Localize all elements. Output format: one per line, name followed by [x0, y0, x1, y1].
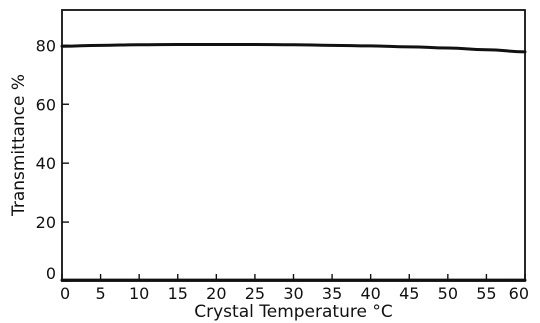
x-tick-label: 45: [399, 284, 419, 303]
x-tick-label: 25: [245, 284, 265, 303]
x-tick-label: 20: [206, 284, 226, 303]
x-tick-label: 35: [322, 284, 342, 303]
y-tick-label: 80: [36, 36, 56, 55]
series-layer: [60, 42, 527, 282]
x-tick-label: 15: [168, 284, 188, 303]
x-tick-label: 55: [476, 284, 496, 303]
x-axis-ticks: 0 5 10 15 20 25 30 35 40 45 50 55 60: [60, 274, 529, 303]
x-tick-label: 50: [438, 284, 458, 303]
y-tick-label: 0: [46, 264, 56, 283]
y-tick-label: 60: [36, 95, 56, 114]
x-tick-label: 30: [283, 284, 303, 303]
y-axis-ticks: 0 20 40 60 80: [36, 36, 69, 283]
transmittance-line: [60, 42, 527, 54]
x-tick-label: 40: [360, 284, 380, 303]
y-tick-label: 20: [36, 213, 56, 232]
plot-frame: [61, 9, 526, 282]
y-tick-label: 40: [36, 154, 56, 173]
y-axis-label: Transmittance %: [9, 74, 29, 217]
x-tick-label: 60: [509, 284, 529, 303]
x-tick-label: 0: [60, 284, 70, 303]
x-tick-label: 10: [129, 284, 149, 303]
x-tick-label: 5: [95, 284, 105, 303]
x-axis-label: Crystal Temperature °C: [194, 302, 392, 322]
